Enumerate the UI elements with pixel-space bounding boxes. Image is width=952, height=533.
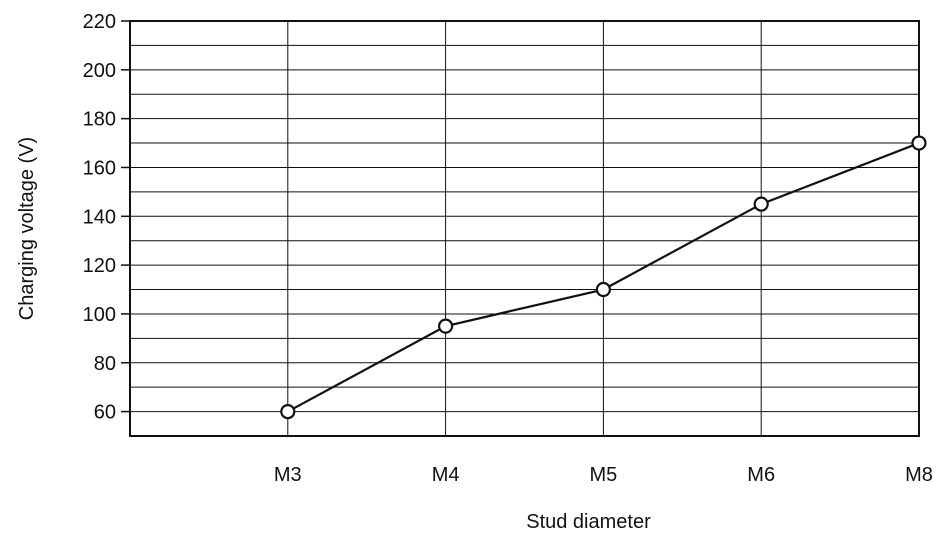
data-point xyxy=(438,318,454,334)
y-tick-label: 80 xyxy=(94,353,116,375)
y-tick-label: 60 xyxy=(94,402,116,424)
y-tick-label: 100 xyxy=(83,304,116,326)
y-axis: 60 80 100 120 140 160 180 200 220 xyxy=(83,11,130,424)
y-axis-title: Charging voltage (V) xyxy=(16,137,38,320)
data-point xyxy=(753,196,769,212)
y-tick-label: 180 xyxy=(83,109,116,131)
y-tick-label: 120 xyxy=(83,255,116,277)
y-tick-label: 160 xyxy=(83,157,116,179)
x-tick-label: M4 xyxy=(432,464,460,486)
x-tick-label: M8 xyxy=(905,464,933,486)
grid xyxy=(130,21,919,436)
plot-frame xyxy=(129,20,920,437)
x-tick-label: M6 xyxy=(747,464,775,486)
y-tick-label: 200 xyxy=(83,60,116,82)
y-tick-label: 220 xyxy=(83,11,116,33)
x-axis: M3 M4 M5 M6 M8 xyxy=(274,464,933,486)
x-tick-label: M3 xyxy=(274,464,302,486)
x-axis-title: Stud diameter xyxy=(526,511,651,533)
x-tick-label: M5 xyxy=(590,464,618,486)
data-points xyxy=(280,135,927,420)
data-point xyxy=(280,403,296,420)
data-point xyxy=(595,281,612,298)
y-tick-label: 140 xyxy=(83,206,116,228)
data-point xyxy=(911,135,927,151)
